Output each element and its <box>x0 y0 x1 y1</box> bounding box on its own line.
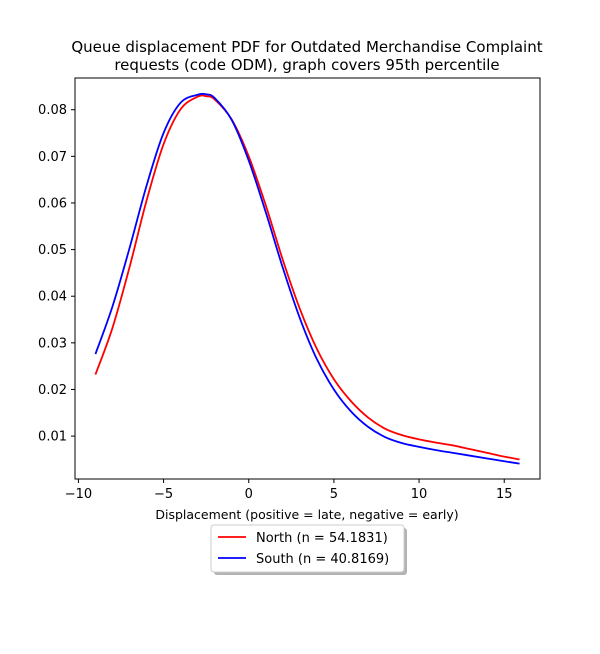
y-tick-label: 0.01 <box>38 430 67 445</box>
legend: North (n = 54.1831) South (n = 40.8169) <box>210 524 407 575</box>
y-tick-label: 0.08 <box>38 103 67 118</box>
x-tick-label: 0 <box>245 487 253 502</box>
y-tick-label: 0.06 <box>38 196 67 211</box>
y-tick-label: 0.02 <box>38 383 67 398</box>
y-axis: 0.01 0.02 0.03 0.04 0.05 0.06 0.07 0.08 <box>38 103 75 445</box>
chart-title-line-1: Queue displacement PDF for Outdated Merc… <box>71 38 542 56</box>
x-tick-label: 5 <box>330 487 338 502</box>
y-tick-label: 0.03 <box>38 336 67 351</box>
x-axis-label: Displacement (positive = late, negative … <box>155 507 458 522</box>
legend-label-north: North (n = 54.1831) <box>256 531 388 546</box>
chart-title-line-2: requests (code ODM), graph covers 95th p… <box>114 56 499 74</box>
y-tick-label: 0.05 <box>38 243 67 258</box>
y-tick-label: 0.04 <box>38 290 67 305</box>
legend-box <box>210 524 405 573</box>
legend-label-south: South (n = 40.8169) <box>256 552 389 567</box>
x-axis: −10 −5 0 5 10 15 <box>65 479 513 502</box>
x-tick-label: 15 <box>496 487 513 502</box>
x-tick-label: 10 <box>411 487 428 502</box>
y-tick-label: 0.07 <box>38 150 67 165</box>
series-line-north <box>94 94 520 461</box>
plot-area <box>94 92 520 465</box>
x-tick-label: −5 <box>154 487 173 502</box>
series-line-south <box>94 92 520 465</box>
plot-frame <box>74 77 541 480</box>
x-tick-label: −10 <box>65 487 92 502</box>
